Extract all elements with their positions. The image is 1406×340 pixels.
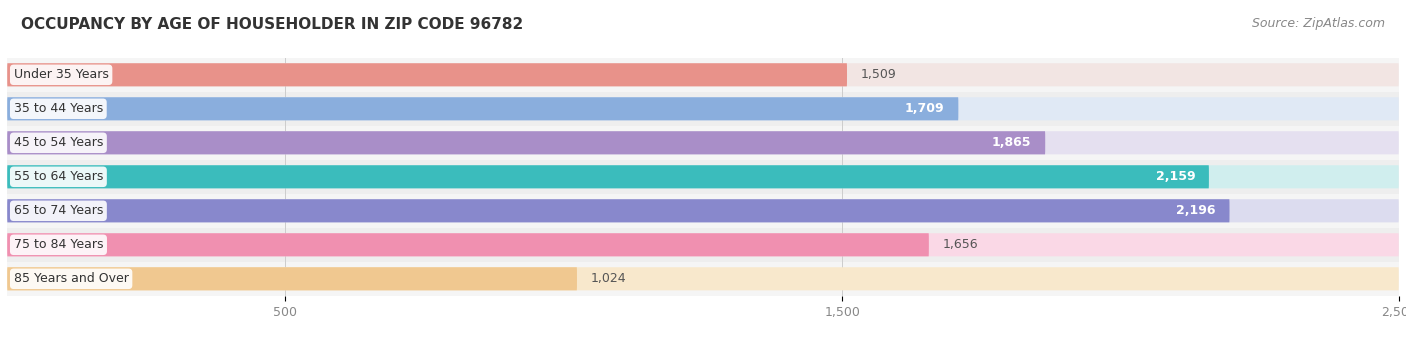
Bar (7, 160, 1399, 194)
FancyBboxPatch shape (7, 233, 1399, 256)
FancyBboxPatch shape (7, 97, 959, 120)
FancyBboxPatch shape (7, 165, 1399, 188)
Text: 1,709: 1,709 (905, 102, 945, 115)
Text: Source: ZipAtlas.com: Source: ZipAtlas.com (1251, 17, 1385, 30)
Text: Under 35 Years: Under 35 Years (14, 68, 108, 81)
FancyBboxPatch shape (7, 199, 1399, 222)
Bar (7, 262, 1399, 296)
Text: OCCUPANCY BY AGE OF HOUSEHOLDER IN ZIP CODE 96782: OCCUPANCY BY AGE OF HOUSEHOLDER IN ZIP C… (21, 17, 523, 32)
FancyBboxPatch shape (7, 131, 1399, 154)
FancyBboxPatch shape (7, 165, 1209, 188)
Text: 35 to 44 Years: 35 to 44 Years (14, 102, 103, 115)
Text: 45 to 54 Years: 45 to 54 Years (14, 136, 103, 149)
Bar (7, 194, 1399, 228)
Bar (7, 92, 1399, 126)
FancyBboxPatch shape (7, 63, 1399, 86)
Text: 2,159: 2,159 (1156, 170, 1195, 183)
Text: 1,509: 1,509 (860, 68, 897, 81)
FancyBboxPatch shape (7, 97, 1399, 120)
FancyBboxPatch shape (7, 267, 576, 290)
FancyBboxPatch shape (7, 199, 1229, 222)
Text: 1,656: 1,656 (943, 238, 979, 251)
Text: 55 to 64 Years: 55 to 64 Years (14, 170, 103, 183)
Bar (7, 228, 1399, 262)
Text: 2,196: 2,196 (1177, 204, 1216, 217)
Text: 65 to 74 Years: 65 to 74 Years (14, 204, 103, 217)
FancyBboxPatch shape (7, 63, 846, 86)
Text: 1,024: 1,024 (591, 272, 627, 285)
FancyBboxPatch shape (7, 233, 929, 256)
Text: 85 Years and Over: 85 Years and Over (14, 272, 128, 285)
FancyBboxPatch shape (7, 267, 1399, 290)
Bar (7, 58, 1399, 92)
Text: 1,865: 1,865 (993, 136, 1032, 149)
Text: 75 to 84 Years: 75 to 84 Years (14, 238, 103, 251)
FancyBboxPatch shape (7, 131, 1045, 154)
Bar (7, 126, 1399, 160)
